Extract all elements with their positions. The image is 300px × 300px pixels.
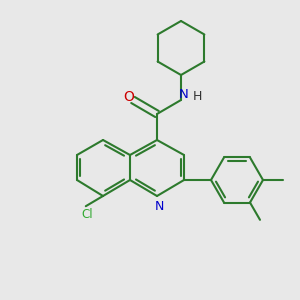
Text: O: O: [124, 90, 134, 104]
Text: N: N: [154, 200, 164, 212]
Text: H: H: [192, 91, 202, 103]
Text: N: N: [179, 88, 189, 101]
Text: Cl: Cl: [81, 208, 93, 221]
